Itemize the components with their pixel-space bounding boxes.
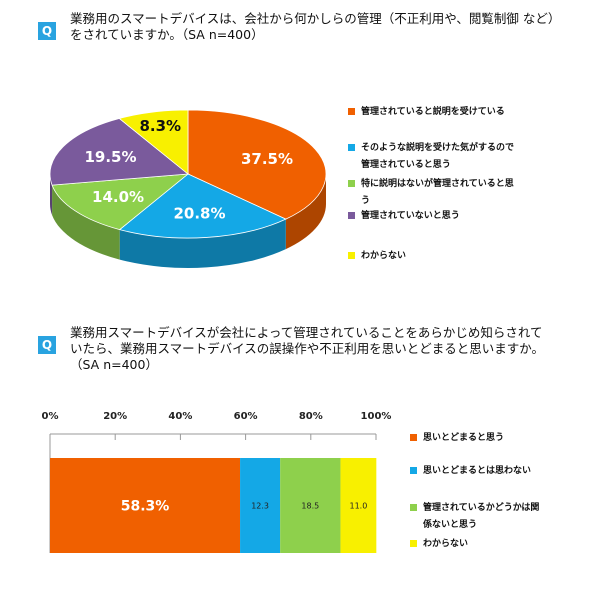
legend-label: 思いとどまると思う: [423, 430, 597, 447]
legend-label-line: 管理されていると説明を受けている: [361, 107, 505, 117]
pie-slice-4: [118, 109, 189, 175]
question-1-line-2: をされていますか。（SA n=400）: [70, 27, 264, 42]
legend-swatch: [410, 434, 417, 441]
legend-swatch: [410, 504, 417, 511]
question-badge-icon: Q: [38, 336, 56, 354]
question-badge-icon: Q: [38, 22, 56, 40]
pie-data-label: 8.3%: [139, 117, 181, 135]
pie-data-label: 14.0%: [92, 188, 144, 206]
bar-data-label: 18.5: [301, 502, 319, 511]
question-1-text: 業務用のスマートデバイスは、会社から何かしらの管理（不正利用や、閲覧制御 など）…: [70, 11, 570, 43]
x-tick-label: 60%: [234, 411, 258, 422]
bar-segment-0: [50, 458, 241, 553]
legend-label-line: 思いとどまると思う: [423, 433, 505, 443]
legend-label-line: そのような説明を受けた気がするので: [361, 143, 515, 153]
legend-label-line: う: [361, 196, 371, 206]
pie-side-1: [119, 219, 286, 268]
legend-label-line: 管理されているかどうかは関: [423, 503, 540, 513]
legend-label: 思いとどまるとは思わない: [423, 463, 597, 480]
legend-label-line: 管理されていると思う: [361, 160, 451, 170]
pie-data-label: 37.5%: [241, 150, 293, 168]
pie-slice-0: [187, 109, 327, 220]
question-2-line-1: 業務用スマートデバイスが会社によって管理されていることをあらかじめ知らされて: [70, 325, 543, 340]
legend-swatch: [410, 540, 417, 547]
pie-data-label: 20.8%: [173, 204, 225, 222]
legend-label: 管理されていると説明を受けている: [361, 104, 571, 121]
pie-slice-2: [51, 173, 190, 231]
x-tick-label: 40%: [168, 411, 192, 422]
x-tick-label: 20%: [103, 411, 127, 422]
bar-data-label: 11.0: [349, 502, 367, 511]
legend-swatch: [348, 212, 355, 219]
legend-swatch: [410, 467, 417, 474]
bar-segment-1: [240, 458, 281, 553]
pie-data-label: 19.5%: [84, 148, 136, 166]
legend-swatch: [348, 180, 355, 187]
question-2-line-3: （SA n=400）: [70, 357, 158, 372]
x-tick-label: 100%: [361, 411, 392, 422]
legend-label-line: 管理されていないと思う: [361, 211, 460, 221]
question-2-line-2: いたら、業務用スマートデバイスの誤操作や不正利用を思いとどまると思いますか。: [70, 341, 545, 356]
question-1-line-1: 業務用のスマートデバイスは、会社から何かしらの管理（不正利用や、閲覧制御 など）: [70, 11, 561, 26]
legend-label-line: わからない: [361, 251, 407, 261]
legend-label: わからない: [423, 536, 597, 553]
bar-segment-2: [280, 458, 341, 553]
bar-segment-3: [340, 458, 377, 553]
legend-label-line: 係ないと思う: [423, 520, 478, 530]
pie-side-2: [52, 185, 120, 260]
legend-label: 管理されているかどうかは関 係ないと思う: [423, 500, 597, 534]
legend-label-line: 特に説明はないが管理されていると思: [361, 179, 514, 189]
legend-label: そのような説明を受けた気がするので 管理されていると思う: [361, 140, 571, 174]
bar-data-label: 58.3%: [121, 499, 170, 515]
legend-label: わからない: [361, 248, 571, 265]
bar-data-label: 12.3: [251, 502, 269, 511]
pie-slice-3: [49, 118, 190, 186]
question-2-text: 業務用スマートデバイスが会社によって管理されていることをあらかじめ知らされて い…: [70, 325, 575, 373]
legend-swatch: [348, 144, 355, 151]
legend-swatch: [348, 252, 355, 259]
legend-label-line: 思いとどまるとは思わない: [423, 466, 532, 476]
pie-side-0: [285, 174, 326, 250]
legend-swatch: [348, 108, 355, 115]
x-tick-label: 0%: [42, 411, 59, 422]
legend-label-line: わからない: [423, 539, 469, 549]
x-tick-label: 80%: [299, 411, 323, 422]
legend-label: 管理されていないと思う: [361, 208, 571, 225]
legend-label: 特に説明はないが管理されていると思う: [361, 176, 571, 210]
pie-slice-1: [118, 173, 287, 239]
